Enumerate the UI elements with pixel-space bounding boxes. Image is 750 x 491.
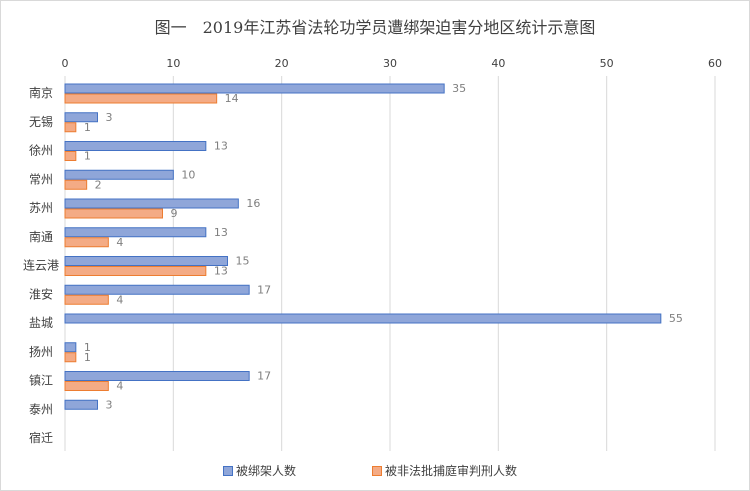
x-tick-label: 10 xyxy=(166,57,180,70)
bar-kidnapped xyxy=(64,313,662,324)
bar-sentenced xyxy=(64,381,109,391)
x-tick-label: 50 xyxy=(600,57,614,70)
bar-sentenced xyxy=(64,179,88,190)
legend-item-sentenced: 被非法批捕庭审判刑人数 xyxy=(372,462,517,479)
legend-label: 被绑架人数 xyxy=(236,464,297,478)
data-label: 4 xyxy=(116,380,123,393)
data-label: 2 xyxy=(95,178,102,191)
x-tick-label: 40 xyxy=(491,57,505,70)
bar-sentenced xyxy=(64,151,77,161)
category-label: 无锡 xyxy=(29,114,53,129)
bar-kidnapped xyxy=(64,141,207,151)
category-label: 淮安 xyxy=(29,286,53,301)
data-label: 4 xyxy=(116,236,123,249)
data-label: 3 xyxy=(106,111,113,124)
data-label: 1 xyxy=(84,341,91,354)
bar-kidnapped xyxy=(64,342,77,353)
data-label: 9 xyxy=(171,207,178,220)
bar-kidnapped xyxy=(64,284,250,295)
data-label: 17 xyxy=(257,283,271,296)
x-tick-label: 30 xyxy=(383,57,397,70)
bar-kidnapped xyxy=(64,371,250,381)
data-label: 35 xyxy=(452,82,466,95)
data-label: 14 xyxy=(225,92,239,105)
data-label: 4 xyxy=(116,293,123,306)
data-label: 15 xyxy=(236,255,250,268)
category-label: 镇江 xyxy=(29,374,53,388)
category-label: 泰州 xyxy=(29,402,53,416)
bar-sentenced xyxy=(64,208,163,219)
bar-sentenced xyxy=(64,352,77,363)
data-label: 13 xyxy=(214,265,228,278)
bar-kidnapped xyxy=(64,399,98,410)
data-label: 3 xyxy=(106,398,113,411)
x-tick-label: 0 xyxy=(62,57,69,70)
category-label: 盐城 xyxy=(29,316,53,330)
legend-swatch-blue xyxy=(223,465,233,476)
data-label: 17 xyxy=(257,370,271,383)
bar-sentenced xyxy=(64,237,109,248)
x-tick-label: 60 xyxy=(708,57,722,70)
bar-kidnapped xyxy=(64,256,228,266)
category-label: 连云港 xyxy=(23,258,59,273)
category-label: 南通 xyxy=(29,229,53,244)
bar-kidnapped xyxy=(64,198,239,209)
data-label: 55 xyxy=(669,312,683,325)
bar-kidnapped xyxy=(64,83,445,94)
category-label: 扬州 xyxy=(29,344,53,359)
data-label: 1 xyxy=(84,351,91,364)
bar-sentenced xyxy=(64,294,109,305)
bar-kidnapped xyxy=(64,227,207,238)
category-label: 苏州 xyxy=(29,201,53,215)
category-label: 宿迁 xyxy=(29,430,53,445)
bar-sentenced xyxy=(64,122,77,133)
bar-kidnapped xyxy=(64,112,98,123)
legend-swatch-orange xyxy=(372,465,382,476)
legend-item-kidnapped: 被绑架人数 xyxy=(223,462,296,479)
chart-title: 图一 2019年江苏省法轮功学员遭绑架迫害分地区统计示意图 xyxy=(154,18,596,37)
bar-kidnapped xyxy=(64,169,174,180)
bar-sentenced xyxy=(64,93,218,104)
data-label: 13 xyxy=(214,140,228,153)
data-label: 1 xyxy=(84,150,91,163)
bar-sentenced xyxy=(64,266,207,276)
x-tick-label: 20 xyxy=(275,57,289,70)
data-label: 10 xyxy=(181,168,195,181)
data-label: 16 xyxy=(246,197,260,210)
category-label: 徐州 xyxy=(29,143,53,158)
data-label: 1 xyxy=(84,121,91,134)
category-label: 常州 xyxy=(29,172,53,186)
legend-label: 被非法批捕庭审判刑人数 xyxy=(385,464,518,478)
category-label: 南京 xyxy=(29,85,53,100)
data-label: 13 xyxy=(214,226,228,239)
